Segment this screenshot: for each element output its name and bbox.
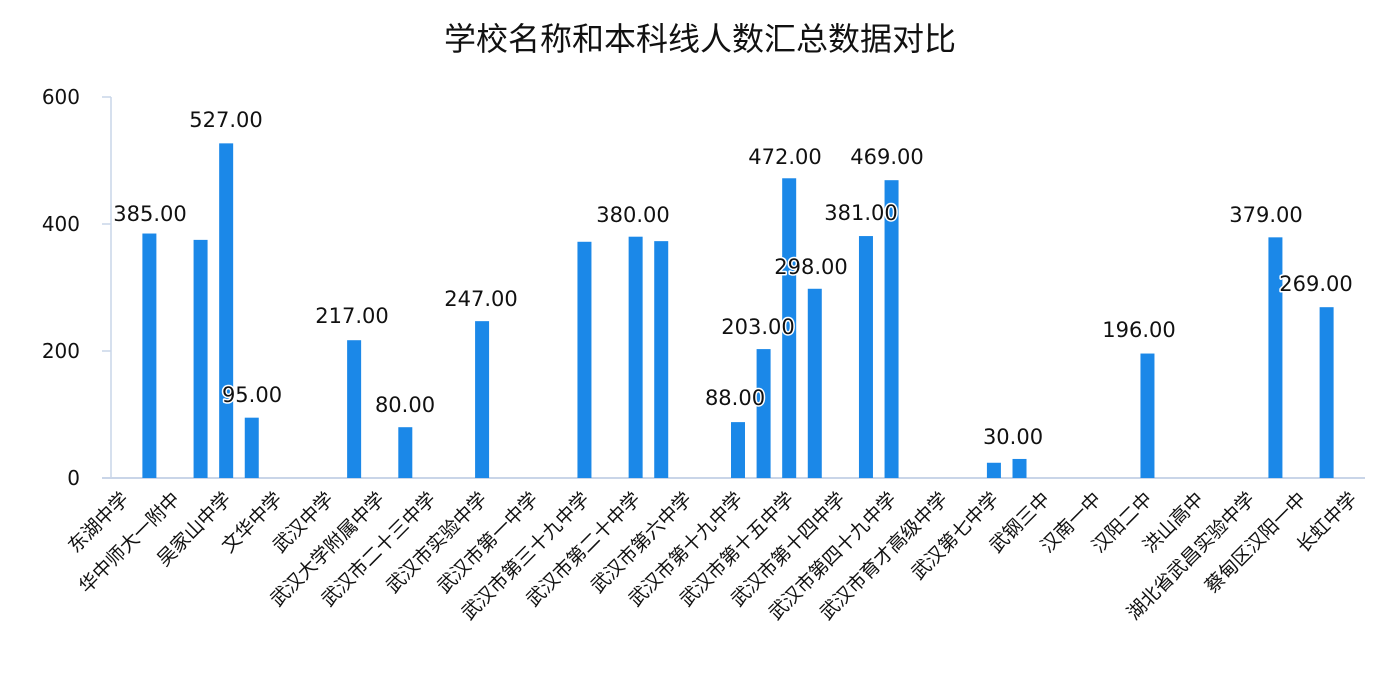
data-label: 203.00 — [721, 315, 794, 339]
data-label: 269.00 — [1279, 272, 1352, 296]
data-label: 381.00 — [824, 201, 897, 225]
bar — [807, 288, 822, 478]
bar — [398, 427, 413, 478]
data-label: 380.00 — [596, 203, 669, 227]
data-label: 217.00 — [315, 304, 388, 328]
bar — [219, 143, 234, 479]
data-label: 472.00 — [748, 145, 821, 169]
bar — [347, 340, 362, 478]
bar — [193, 239, 208, 478]
bar — [1319, 307, 1334, 478]
bar — [1012, 458, 1027, 478]
data-label: 196.00 — [1102, 318, 1175, 342]
bar — [628, 236, 643, 478]
bar — [986, 462, 1001, 478]
data-label: 88.00 — [705, 386, 765, 410]
bar — [475, 321, 490, 478]
bar — [756, 349, 771, 478]
bar — [654, 241, 669, 478]
bar — [244, 417, 259, 478]
y-tick-label: 0 — [67, 466, 80, 490]
bar — [731, 422, 745, 478]
bar — [1140, 353, 1155, 478]
data-label: 95.00 — [222, 383, 282, 407]
data-label: 527.00 — [189, 108, 262, 132]
y-tick-label: 200 — [42, 339, 80, 363]
bar — [577, 241, 592, 478]
bar — [884, 180, 899, 478]
y-tick-label: 400 — [42, 212, 80, 236]
chart-title: 学校名称和本科线人数汇总数据对比 — [443, 20, 956, 58]
bar — [782, 178, 797, 478]
data-label: 379.00 — [1229, 203, 1302, 227]
data-label: 298.00 — [774, 255, 847, 279]
y-tick-label: 600 — [42, 85, 80, 109]
data-label: 385.00 — [113, 202, 186, 226]
data-label: 80.00 — [375, 393, 435, 417]
bar — [858, 236, 873, 478]
data-label: 469.00 — [850, 145, 923, 169]
bar — [142, 233, 157, 478]
data-label: 247.00 — [444, 287, 517, 311]
bar — [1268, 237, 1283, 478]
data-label: 30.00 — [983, 425, 1043, 449]
